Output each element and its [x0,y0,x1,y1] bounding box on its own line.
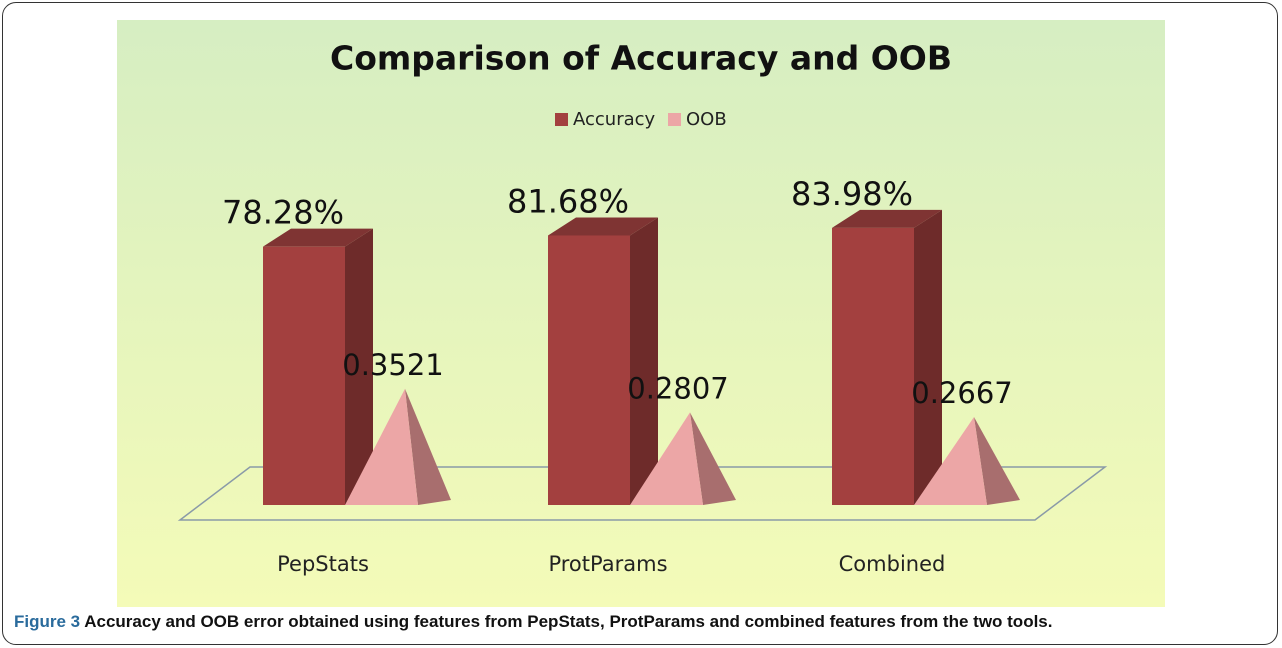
value-label: 81.68% [507,182,629,220]
pyramid-front [630,412,703,505]
x-tick-label: ProtParams [548,552,667,576]
caption-text: Accuracy and OOB error obtained using fe… [84,612,1053,631]
figure-label: Figure 3 [14,612,81,631]
bar-side [630,217,658,505]
bar-top [548,217,658,236]
chart-title: Comparison of Accuracy and OOB [330,39,952,78]
pyramid [630,412,736,505]
bar [832,209,942,505]
pyramid [345,388,451,505]
legend-label: OOB [686,109,727,130]
bar-side [345,228,373,505]
value-label: 83.98% [791,175,913,213]
legend-swatch [555,113,568,126]
caption: Figure 3 Accuracy and OOB error obtained… [14,612,1274,632]
pyramid-right [974,416,1020,505]
value-label: 78.28% [222,194,344,232]
bar [548,217,658,505]
pyramid-right [405,388,451,505]
pyramid-right [690,412,736,505]
value-label: 0.2807 [627,371,728,405]
value-label: 0.2667 [911,376,1012,410]
bar [263,228,373,505]
x-tick-label: Combined [839,552,946,576]
bar-front [263,246,345,505]
bar-top [263,228,373,247]
bar-top [832,209,942,228]
x-tick-label: PepStats [277,552,369,576]
bar-side [914,209,942,505]
value-label: 0.3521 [342,348,443,382]
bar-front [548,235,630,505]
pyramid-front [345,388,418,505]
pyramid-front [914,416,987,505]
floor [177,466,1108,521]
legend-label: Accuracy [573,109,656,130]
bar-front [832,227,914,505]
pyramid [914,416,1020,505]
legend-swatch [668,113,681,126]
